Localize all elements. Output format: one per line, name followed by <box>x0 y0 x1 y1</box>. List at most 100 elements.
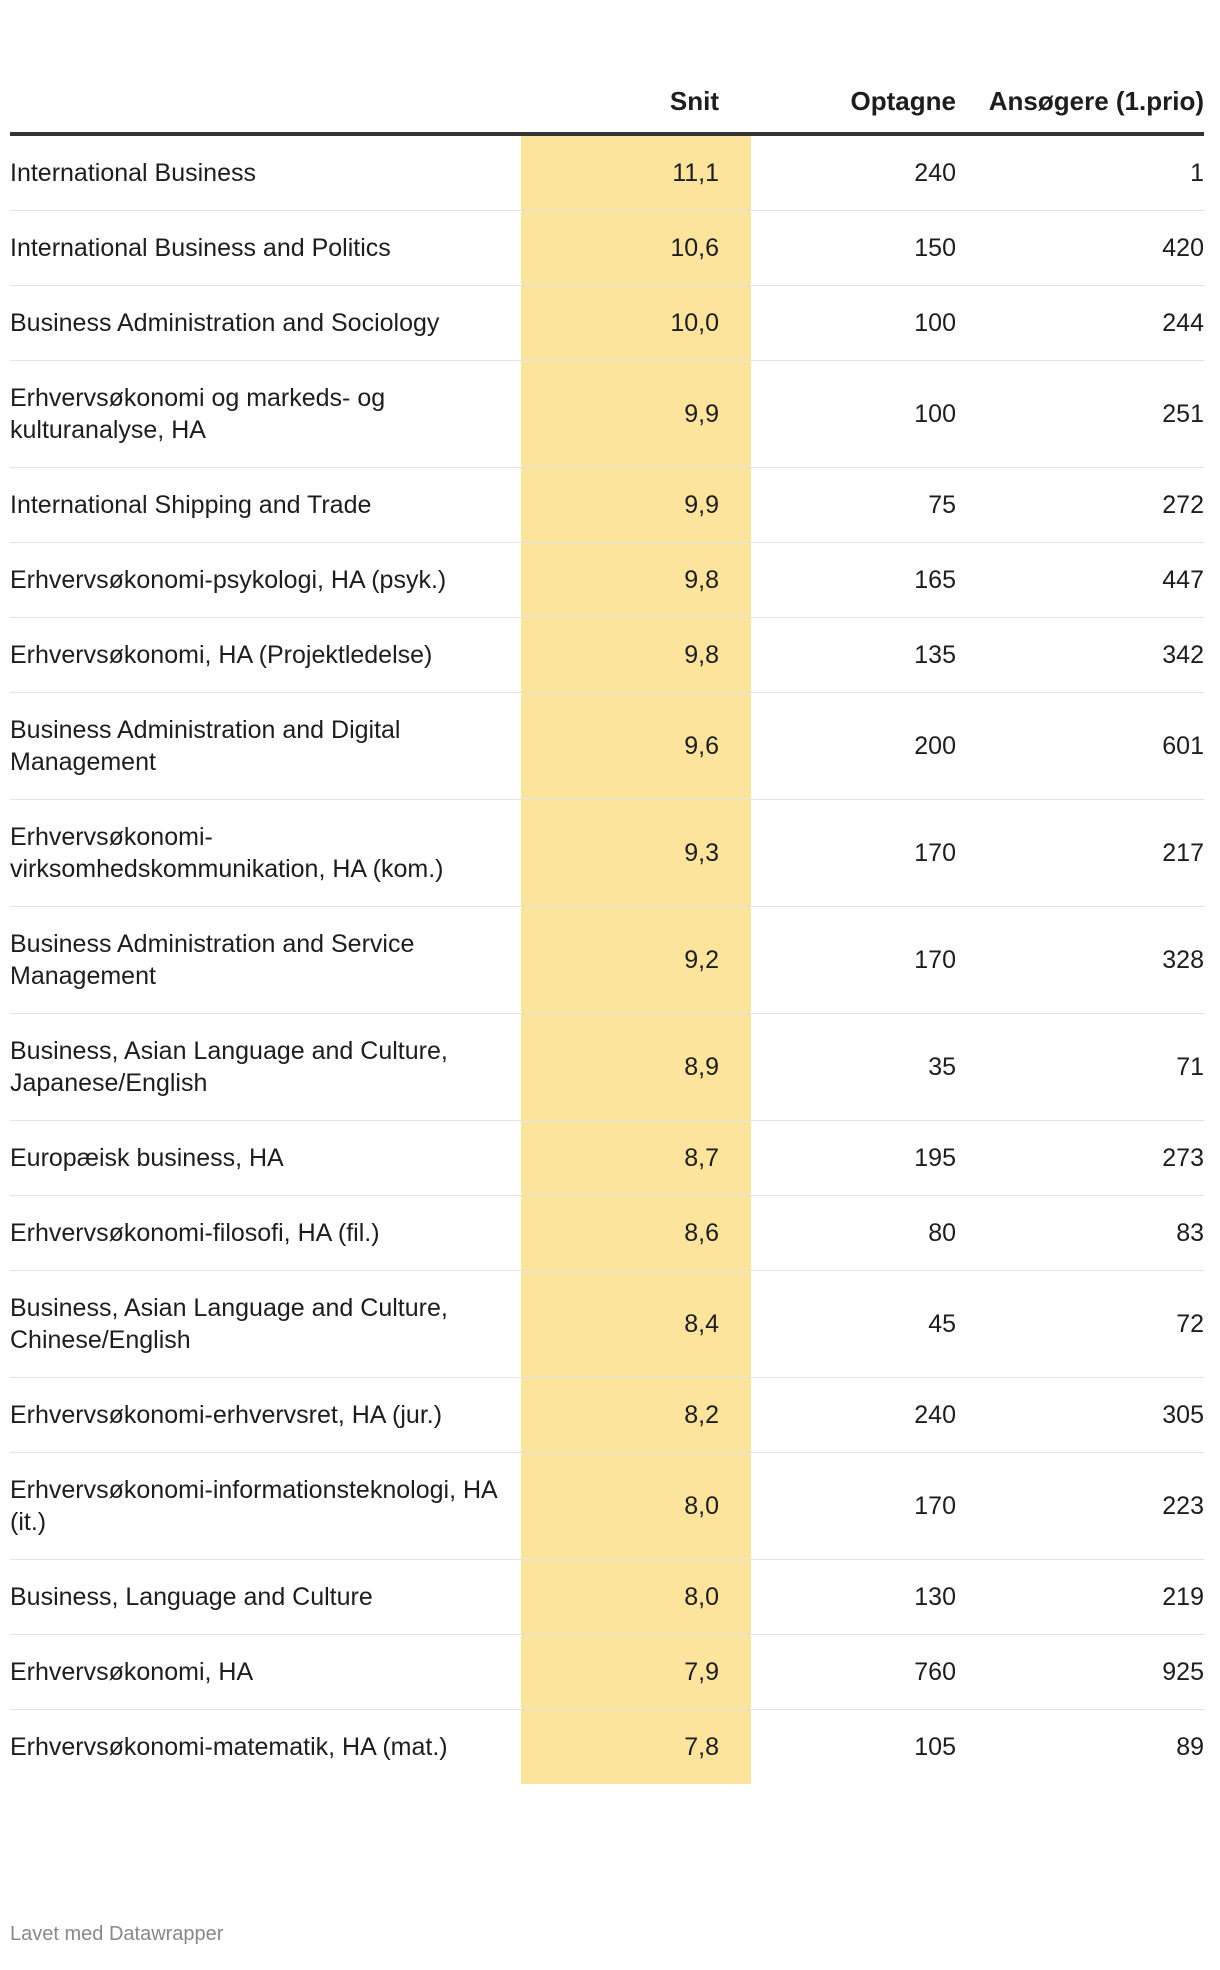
row-snit: 8,0 <box>521 1559 751 1635</box>
header-name <box>10 0 521 136</box>
header-ansogere: Ansøgere (1.prio) <box>956 0 1204 136</box>
row-optagne: 75 <box>751 467 956 543</box>
row-snit: 9,8 <box>521 617 751 693</box>
row-ansogere: 244 <box>956 285 1204 361</box>
table-row: Erhvervsøkonomi-informationsteknologi, H… <box>10 1452 1204 1560</box>
row-ansogere: 447 <box>956 542 1204 618</box>
row-name: International Business <box>10 134 521 211</box>
row-snit: 8,7 <box>521 1120 751 1196</box>
table-row: Business, Language and Culture 8,0 130 219 <box>10 1559 1204 1635</box>
row-optagne: 165 <box>751 542 956 618</box>
row-optagne: 240 <box>751 134 956 211</box>
table-row: Erhvervsøkonomi og markeds- og kulturana… <box>10 360 1204 468</box>
row-ansogere: 83 <box>956 1195 1204 1271</box>
row-optagne: 170 <box>751 906 956 1014</box>
row-optagne: 760 <box>751 1634 956 1710</box>
row-snit: 7,9 <box>521 1634 751 1710</box>
row-snit: 8,9 <box>521 1013 751 1121</box>
row-snit: 10,0 <box>521 285 751 361</box>
row-optagne: 35 <box>751 1013 956 1121</box>
row-ansogere: 1 <box>956 134 1204 211</box>
row-ansogere: 72 <box>956 1270 1204 1378</box>
row-snit: 9,6 <box>521 692 751 800</box>
row-optagne: 200 <box>751 692 956 800</box>
row-ansogere: 342 <box>956 617 1204 693</box>
row-name: Business Administration and Sociology <box>10 285 521 361</box>
row-name: Erhvervsøkonomi-matematik, HA (mat.) <box>10 1733 448 1761</box>
row-name: Erhvervsøkonomi-filosofi, HA (fil.) <box>10 1195 521 1271</box>
row-name: Erhvervsøkonomi og markeds- og kulturana… <box>10 360 521 468</box>
row-ansogere: 305 <box>956 1377 1204 1453</box>
table-row: Erhvervsøkonomi, HA (Projektledelse) 9,8 1… <box>10 617 1204 693</box>
row-snit: 11,1 <box>521 134 751 211</box>
table-row: Erhvervsøkonomi-virksomhedskommunikation… <box>10 799 1204 907</box>
row-snit: 8,2 <box>521 1377 751 1453</box>
row-optagne: 150 <box>751 210 956 286</box>
table-row: Erhvervsøkonomi, HA 7,9 760 925 <box>10 1634 1204 1710</box>
table-row: Business, Asian Language and Culture, Ch… <box>10 1270 1204 1378</box>
row-name: Business, Asian Language and Culture, Ch… <box>10 1270 521 1378</box>
row-name: Business, Language and Culture <box>10 1559 521 1635</box>
table-row: Erhvervsøkonomi-erhvervsret, HA (jur.) 8,… <box>10 1377 1204 1453</box>
header-row: Snit Optagne Ansøgere (1.prio) <box>10 0 1204 136</box>
row-name: Erhvervsøkonomi-informationsteknologi, H… <box>10 1452 521 1560</box>
row-name: Business Administration and Digital Mana… <box>10 692 521 800</box>
row-ansogere: 925 <box>956 1634 1204 1710</box>
row-name: Business Administration and Service Mana… <box>10 906 521 1014</box>
row-optagne: 240 <box>751 1377 956 1453</box>
table-row: Erhvervsøkonomi-matematik, HA (mat.) 7,8 1… <box>10 1709 1204 1784</box>
row-optagne: 170 <box>751 1452 956 1560</box>
row-name: Erhvervsøkonomi-virksomhedskommunikation… <box>10 799 521 907</box>
row-ansogere: 420 <box>956 210 1204 286</box>
row-snit: 8,0 <box>521 1452 751 1560</box>
row-ansogere: 328 <box>956 906 1204 1014</box>
table-row: International Business 11,1 240 1 <box>10 134 1204 211</box>
header-snit: Snit <box>521 0 751 136</box>
row-name: Erhvervsøkonomi-erhvervsret, HA (jur.) <box>10 1377 521 1453</box>
row-optagne: 100 <box>751 285 956 361</box>
header-optagne: Optagne <box>751 0 956 136</box>
row-optagne: 170 <box>751 799 956 907</box>
row-ansogere: 273 <box>956 1120 1204 1196</box>
row-name: International Shipping and Trade <box>10 467 521 543</box>
row-ansogere: 223 <box>956 1452 1204 1560</box>
table-row: Business Administration and Sociology 10,… <box>10 285 1204 361</box>
row-snit: 9,9 <box>521 467 751 543</box>
row-ansogere: 89 <box>1176 1733 1204 1761</box>
table-row: Europæisk business, HA 8,7 195 273 <box>10 1120 1204 1196</box>
data-table: Snit Optagne Ansøgere (1.prio) Internati… <box>10 0 1204 1784</box>
row-optagne: 105 <box>914 1733 956 1761</box>
row-ansogere: 272 <box>956 467 1204 543</box>
row-ansogere: 601 <box>956 692 1204 800</box>
row-ansogere: 217 <box>956 799 1204 907</box>
row-ansogere: 219 <box>956 1559 1204 1635</box>
row-snit: 9,9 <box>521 360 751 468</box>
row-snit: 8,6 <box>521 1195 751 1271</box>
table-row: Business Administration and Digital Mana… <box>10 692 1204 800</box>
table-row: International Shipping and Trade 9,9 75 272 <box>10 467 1204 543</box>
table-row: International Business and Politics 10,6 1… <box>10 210 1204 286</box>
table-row: Business Administration and Service Mana… <box>10 906 1204 1014</box>
row-optagne: 80 <box>751 1195 956 1271</box>
row-name: Erhvervsøkonomi-psykologi, HA (psyk.) <box>10 542 521 618</box>
row-snit: 10,6 <box>521 210 751 286</box>
table-row: Business, Asian Language and Culture, Ja… <box>10 1013 1204 1121</box>
row-optagne: 100 <box>751 360 956 468</box>
row-optagne: 130 <box>751 1559 956 1635</box>
row-name: International Business and Politics <box>10 210 521 286</box>
row-snit: 9,3 <box>521 799 751 907</box>
row-snit: 9,8 <box>521 542 751 618</box>
row-snit: 9,2 <box>521 906 751 1014</box>
row-name: Erhvervsøkonomi, HA <box>10 1634 521 1710</box>
footer-credit: Lavet med Datawrapper <box>10 1923 224 1945</box>
row-optagne: 195 <box>751 1120 956 1196</box>
row-optagne: 45 <box>751 1270 956 1378</box>
row-snit: 7,8 <box>521 1709 751 1784</box>
row-optagne: 135 <box>751 617 956 693</box>
row-ansogere: 251 <box>956 360 1204 468</box>
row-name: Europæisk business, HA <box>10 1120 521 1196</box>
table-row: Erhvervsøkonomi-filosofi, HA (fil.) 8,6 80… <box>10 1195 1204 1271</box>
row-snit: 8,4 <box>521 1270 751 1378</box>
table-row: Erhvervsøkonomi-psykologi, HA (psyk.) 9,8… <box>10 542 1204 618</box>
row-name: Business, Asian Language and Culture, Ja… <box>10 1013 521 1121</box>
